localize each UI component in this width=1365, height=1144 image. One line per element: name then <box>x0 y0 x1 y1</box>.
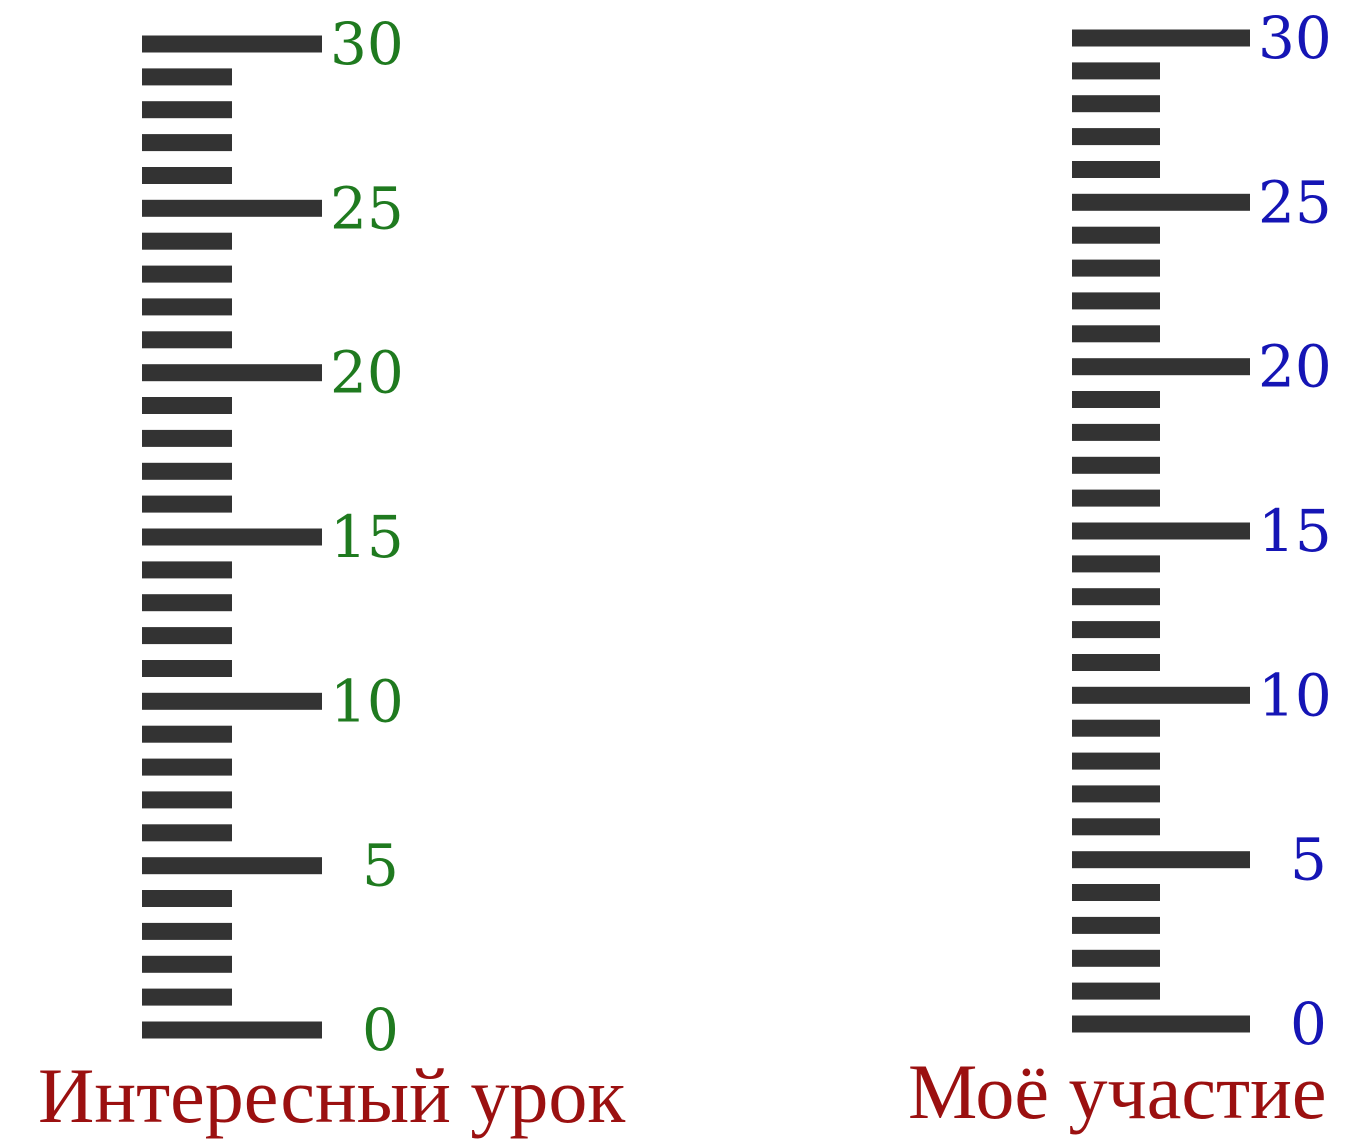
minor-tick <box>142 232 232 250</box>
minor-tick <box>1072 884 1160 901</box>
minor-tick <box>142 890 232 907</box>
major-tick <box>1072 851 1250 869</box>
tick-label: 25 <box>1258 168 1332 236</box>
tick-label: 20 <box>330 339 404 407</box>
tick-label: 25 <box>330 174 404 242</box>
minor-tick <box>142 955 232 973</box>
major-tick <box>1072 686 1250 704</box>
minor-tick <box>1072 818 1160 836</box>
minor-tick <box>142 561 232 579</box>
minor-tick <box>142 495 232 513</box>
minor-tick <box>1072 292 1160 310</box>
minor-tick <box>1072 325 1160 343</box>
scale-interesting-lesson: 0 5 10 15 20 25 30 Интересный урок <box>38 10 625 1139</box>
major-tick <box>1072 1015 1250 1033</box>
minor-tick <box>142 298 232 316</box>
minor-tick <box>142 429 232 447</box>
tick-label: 5 <box>1290 826 1327 894</box>
minor-tick <box>142 922 232 940</box>
major-tick <box>142 1021 322 1039</box>
minor-tick <box>142 167 232 184</box>
minor-tick <box>142 397 232 414</box>
minor-tick <box>1072 95 1160 113</box>
minor-tick <box>142 627 232 645</box>
minor-tick <box>142 725 232 743</box>
major-tick <box>1072 193 1250 211</box>
tick-label: 30 <box>1258 4 1332 72</box>
major-tick <box>1072 29 1250 47</box>
tick-label: 20 <box>1258 333 1332 401</box>
minor-tick <box>1072 489 1160 507</box>
minor-tick <box>1072 752 1160 770</box>
major-tick <box>142 199 322 217</box>
minor-tick <box>1072 62 1160 80</box>
minor-tick <box>142 134 232 152</box>
scale-caption: Интересный урок <box>38 1052 625 1139</box>
minor-tick <box>1072 456 1160 474</box>
scale-my-participation: 0 5 10 15 20 25 30 Моё участие <box>908 4 1332 1135</box>
major-tick <box>142 364 322 382</box>
minor-tick <box>142 594 232 612</box>
minor-tick <box>1072 654 1160 671</box>
minor-tick <box>1072 423 1160 441</box>
minor-tick <box>142 331 232 349</box>
minor-tick <box>1072 555 1160 573</box>
tick-label: 30 <box>330 10 404 78</box>
tick-label: 0 <box>1290 990 1327 1058</box>
tick-label: 15 <box>330 503 404 571</box>
tick-label: 15 <box>1258 497 1332 565</box>
minor-tick <box>142 265 232 283</box>
minor-tick <box>142 68 232 86</box>
major-tick <box>142 692 322 710</box>
major-tick <box>142 528 322 546</box>
minor-tick <box>142 101 232 119</box>
minor-tick <box>1072 588 1160 606</box>
minor-tick <box>142 758 232 776</box>
tick-label: 5 <box>362 832 399 900</box>
minor-tick <box>1072 982 1160 1000</box>
tick-label: 10 <box>330 667 404 735</box>
minor-tick <box>1072 621 1160 639</box>
tick-label: 0 <box>362 996 399 1064</box>
minor-tick <box>1072 949 1160 967</box>
minor-tick <box>1072 226 1160 244</box>
major-tick <box>142 857 322 875</box>
tick-label: 10 <box>1258 661 1332 729</box>
minor-tick <box>142 660 232 677</box>
major-tick <box>1072 522 1250 540</box>
scale-caption: Моё участие <box>908 1048 1326 1135</box>
minor-tick <box>142 988 232 1006</box>
minor-tick <box>1072 916 1160 934</box>
minor-tick <box>1072 161 1160 178</box>
minor-tick <box>142 462 232 480</box>
minor-tick <box>1072 128 1160 146</box>
minor-tick <box>142 791 232 809</box>
major-tick <box>1072 358 1250 376</box>
minor-tick <box>1072 259 1160 277</box>
minor-tick <box>1072 391 1160 408</box>
minor-tick <box>1072 785 1160 803</box>
minor-tick <box>1072 719 1160 737</box>
major-tick <box>142 35 322 53</box>
minor-tick <box>142 824 232 842</box>
